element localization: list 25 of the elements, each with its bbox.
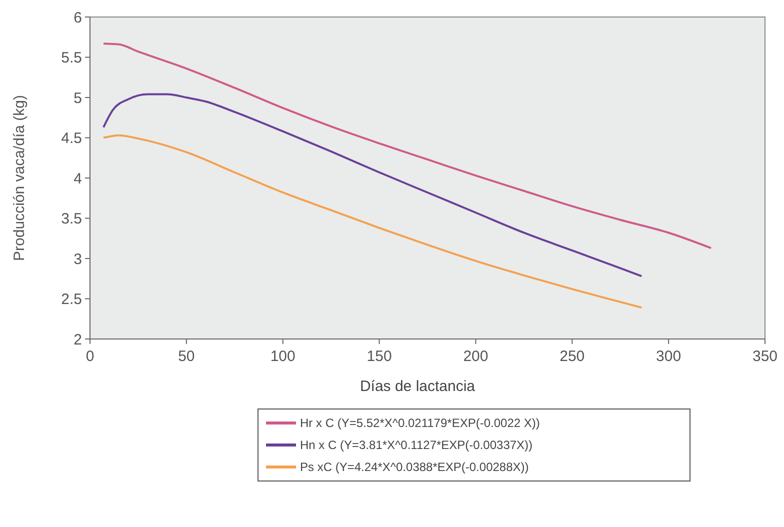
legend-label: Ps xC (Y=4.24*X^0.0388*EXP(-0.00288X)) xyxy=(300,460,529,474)
x-tick-label: 200 xyxy=(463,348,488,365)
y-tick-label: 3.5 xyxy=(61,210,82,228)
y-tick-label: 6 xyxy=(74,9,82,26)
x-tick-label: 0 xyxy=(86,348,94,365)
y-axis-title: Producción vaca/día (kg) xyxy=(11,95,28,261)
x-tick-label: 150 xyxy=(366,348,392,365)
y-tick-label: 5.5 xyxy=(61,50,82,66)
y-tick-label: 2 xyxy=(74,331,82,348)
y-tick-label: 4.5 xyxy=(61,130,82,147)
y-tick-label: 5 xyxy=(74,90,82,107)
x-axis-title: Días de lactancia xyxy=(360,378,476,395)
line-series xyxy=(102,134,643,309)
y-tick-label: 3 xyxy=(74,250,82,268)
line-series xyxy=(102,42,712,250)
x-tick-label: 350 xyxy=(752,348,778,365)
y-tick-label: 2.5 xyxy=(61,291,82,308)
x-tick-label: 250 xyxy=(560,348,585,365)
x-tick-label: 300 xyxy=(656,348,682,365)
legend-label: Hr x C (Y=5.52*X^0.021179*EXP(-0.0022 X)) xyxy=(300,416,540,430)
legend-label: Hn x C (Y=3.81*X^0.1127*EXP(-0.00337X)) xyxy=(300,438,533,452)
x-tick-label: 50 xyxy=(178,348,195,365)
y-tick-label: 4 xyxy=(74,170,82,188)
x-tick-label: 100 xyxy=(270,348,296,365)
line-series xyxy=(102,93,643,278)
